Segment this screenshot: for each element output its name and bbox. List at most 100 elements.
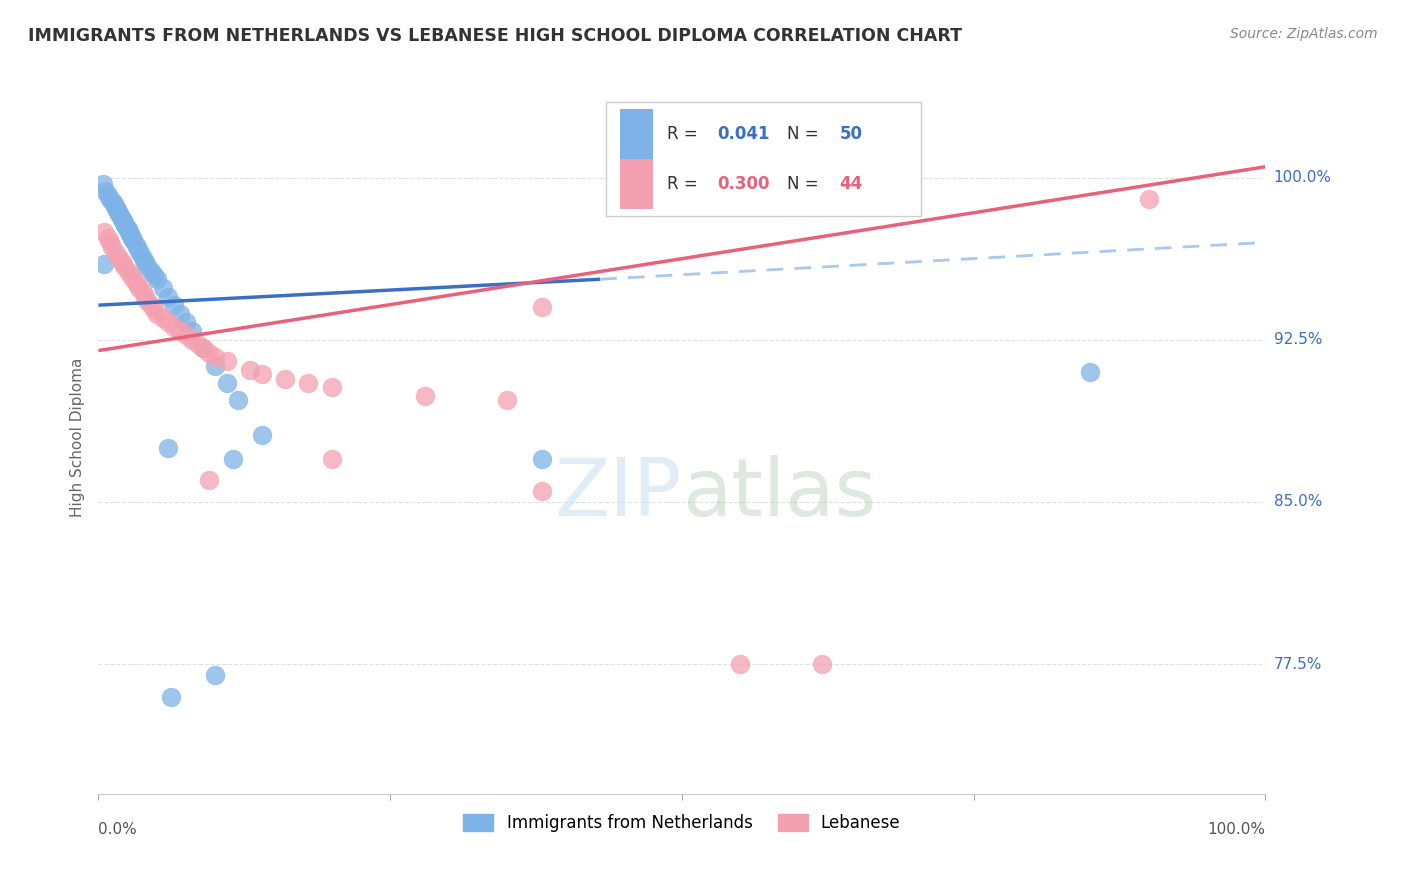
Point [157, 316, 180, 330]
Point [110, 210, 132, 224]
FancyBboxPatch shape [606, 102, 921, 216]
Point [180, 324, 202, 338]
Point [104, 246, 127, 260]
Point [152, 281, 174, 295]
Point [321, 380, 343, 394]
Point [163, 319, 186, 334]
Point [174, 316, 197, 330]
Point [112, 259, 135, 273]
Point [93, 225, 115, 239]
Text: 0.0%: 0.0% [98, 822, 138, 838]
Point [193, 342, 215, 356]
Point [103, 196, 125, 211]
Point [122, 233, 145, 247]
Point [101, 194, 124, 209]
Point [250, 428, 273, 442]
Text: 100.0%: 100.0% [1274, 170, 1331, 185]
Point [811, 657, 834, 672]
Point [730, 657, 752, 672]
Bar [620, 159, 652, 209]
Point [136, 293, 159, 308]
Text: 44: 44 [839, 175, 863, 193]
Point [128, 281, 150, 295]
Text: 85.0%: 85.0% [1274, 494, 1322, 509]
Point [274, 372, 297, 386]
Point [108, 207, 131, 221]
Point [297, 376, 319, 390]
Legend: Immigrants from Netherlands, Lebanese: Immigrants from Netherlands, Lebanese [457, 807, 907, 839]
Point [530, 301, 553, 315]
Point [94, 184, 117, 198]
Point [97, 187, 120, 202]
Point [93, 257, 115, 271]
Point [174, 328, 197, 343]
Point [107, 205, 129, 219]
Point [117, 263, 139, 277]
Point [152, 311, 174, 326]
Point [143, 302, 166, 317]
Point [111, 214, 134, 228]
Point [111, 255, 134, 269]
Point [146, 307, 169, 321]
Point [193, 342, 215, 356]
Point [132, 285, 155, 300]
Point [215, 354, 238, 368]
Text: 100.0%: 100.0% [1208, 822, 1265, 838]
Point [163, 298, 186, 312]
Point [157, 289, 180, 303]
Point [204, 668, 226, 682]
Point [127, 242, 149, 256]
Point [204, 359, 226, 373]
Point [117, 222, 139, 236]
Text: 0.041: 0.041 [717, 125, 769, 143]
Point [169, 324, 191, 338]
Point [125, 237, 148, 252]
Point [98, 235, 121, 250]
Text: Source: ZipAtlas.com: Source: ZipAtlas.com [1230, 27, 1378, 41]
Point [198, 345, 221, 359]
Point [118, 225, 141, 239]
Point [157, 441, 180, 455]
Point [530, 484, 553, 499]
Bar [620, 109, 652, 159]
Point [114, 218, 136, 232]
Text: N =: N = [787, 125, 824, 143]
Point [101, 240, 124, 254]
Point [122, 272, 145, 286]
Point [1080, 365, 1102, 379]
Point [97, 231, 120, 245]
Text: 0.300: 0.300 [717, 175, 769, 193]
Point [105, 202, 128, 217]
Point [115, 220, 138, 235]
Point [125, 277, 148, 291]
Point [143, 268, 166, 282]
Point [180, 333, 202, 347]
Point [221, 451, 243, 466]
Point [239, 363, 262, 377]
Text: ZIP: ZIP [554, 455, 682, 533]
Point [321, 451, 343, 466]
Point [139, 298, 162, 312]
Point [146, 272, 169, 286]
Point [198, 473, 221, 487]
Point [215, 376, 238, 390]
Text: R =: R = [666, 175, 703, 193]
Point [132, 251, 155, 265]
Point [136, 259, 159, 273]
Text: 92.5%: 92.5% [1274, 333, 1322, 347]
Point [530, 451, 553, 466]
Point [204, 350, 226, 364]
Point [118, 227, 141, 241]
Point [120, 268, 142, 282]
Point [111, 211, 134, 226]
Point [413, 389, 436, 403]
Point [228, 393, 250, 408]
Text: N =: N = [787, 175, 824, 193]
Point [496, 393, 519, 408]
Point [129, 246, 152, 260]
Point [134, 289, 156, 303]
Point [104, 201, 127, 215]
Point [104, 199, 127, 213]
Point [112, 216, 135, 230]
Point [108, 251, 131, 265]
